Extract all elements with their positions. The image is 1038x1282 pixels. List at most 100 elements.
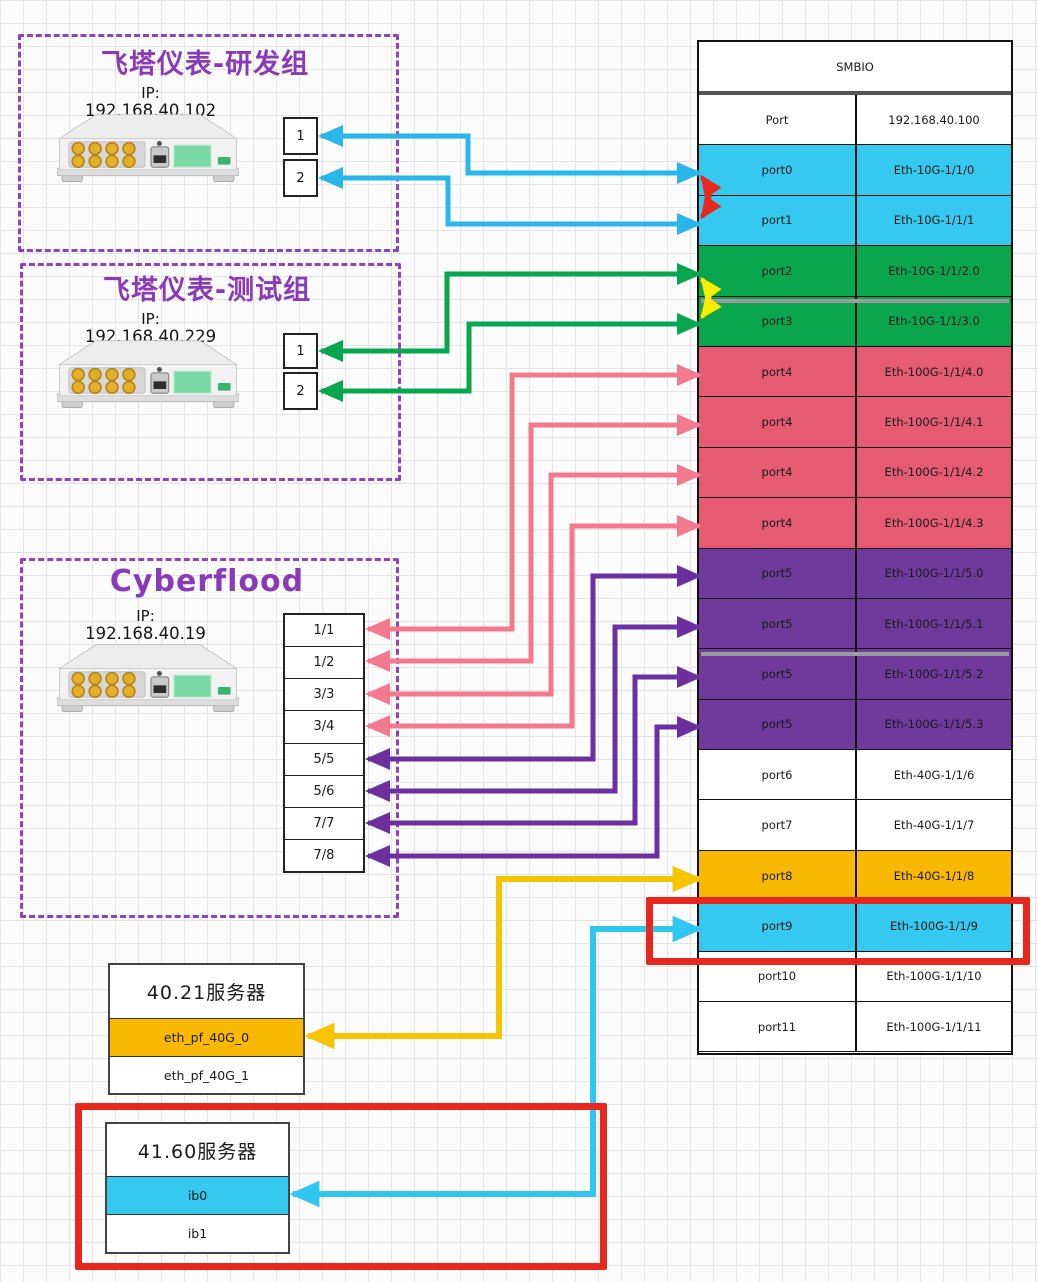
iface-cell: Eth-100G-1/1/5.1 [855,598,1011,649]
port-box-cf-3-3: 3/3 [285,678,363,710]
appliance-device-icon [57,643,239,713]
port-box-test-2: 2 [283,372,318,410]
table-row-port3: port3 Eth-10G-1/1/3.0 [699,296,1011,347]
port-cell: port6 [761,767,793,782]
port-column-header: Port [765,112,789,127]
table-row-port4-3: port4 Eth-100G-1/1/4.3 [699,498,1011,549]
port-cell: port4 [761,415,793,430]
server-iface-eth-pf-40g-1: eth_pf_40G_1 [110,1057,303,1093]
port-box-rd-1: 1 [283,117,318,155]
group-title-feita-rd: 飞塔仪表-研发组 [100,49,310,80]
table-row-port4-2: port4 Eth-100G-1/1/4.2 [699,447,1011,499]
iface-cell: Eth-100G-1/1/4.3 [855,498,1011,548]
port-box-cf-5-5: 5/5 [285,742,363,775]
port-box-cf-7-7: 7/7 [285,806,363,839]
table-row-port5-1: port5 Eth-100G-1/1/5.1 [699,598,1011,650]
iface-cell: Eth-100G-1/1/9 [855,901,1011,951]
server-iface-ib0: ib0 [107,1177,288,1215]
port-box-rd-2: 2 [283,159,318,197]
server-iface-ib1: ib1 [107,1215,288,1252]
link-cf-7-8-port5-3 [365,715,702,868]
iface-cell: Eth-100G-1/1/5.2 [855,649,1011,699]
port-cell: port5 [761,717,793,732]
iface-cell: Eth-40G-1/1/7 [855,800,1011,850]
port-cell: port4 [761,465,793,480]
link-cf-3-3-port4-2 [365,463,702,706]
table-row-port1: port1 Eth-10G-1/1/1 [699,195,1011,247]
port-cell: port11 [757,1019,797,1034]
table-row-port8: port8 Eth-40G-1/1/8 [699,850,1011,902]
table-row-port7: port7 Eth-40G-1/1/7 [699,800,1011,851]
group-title-feita-test: 飞塔仪表-测试组 [102,275,312,306]
table-row-port10: port10 Eth-100G-1/1/10 [699,951,1011,1003]
port-cell: port2 [761,263,793,278]
smbio-port-table: SMBIO Port 192.168.40.100 port0 Eth-10G-… [697,40,1013,1055]
port-box-cf-5-6: 5/6 [285,774,363,807]
iface-cell: Eth-100G-1/1/10 [855,951,1011,1002]
table-header-row: Port 192.168.40.100 [699,95,1011,146]
link-cf-1-1-port4-0 [365,363,702,641]
port-cell: port4 [761,364,793,379]
port-box-cf-1-2: 1/2 [285,646,363,678]
table-row-port11: port11 Eth-100G-1/1/11 [699,1002,1011,1053]
group-title-cyberflood: Cyberflood [109,564,305,599]
iface-cell: Eth-100G-1/1/4.1 [855,397,1011,447]
port-cell: port9 [761,918,793,933]
port-box-cf-3-4: 3/4 [285,710,363,742]
table-row-port6: port6 Eth-40G-1/1/6 [699,750,1011,801]
group-ip-label: IP: [136,607,155,625]
iface-cell: Eth-10G-1/1/1 [855,195,1011,246]
port-cell: port0 [761,163,793,178]
iface-cell: Eth-100G-1/1/4.2 [855,447,1011,498]
port-cell: port5 [761,566,793,581]
link-cf-3-4-port4-3 [365,514,702,738]
link-cf-5-6-port5-1 [365,615,702,803]
table-row-port5-2: port5 Eth-100G-1/1/5.2 [699,649,1011,700]
port-cell: port3 [761,314,793,329]
link-ib0-port9 [289,915,703,1208]
iface-cell: Eth-40G-1/1/6 [855,750,1011,800]
table-row-port4-0: port4 Eth-100G-1/1/4.0 [699,346,1011,398]
iface-cell: Eth-100G-1/1/11 [855,1002,1011,1052]
cyberflood-port-stack: 1/1 1/2 3/3 3/4 5/5 5/6 7/7 7/8 [283,613,365,873]
iface-cell: Eth-100G-1/1/4.0 [855,346,1011,397]
server-41-60: 41.60服务器 ib0 ib1 [105,1122,290,1254]
iface-cell: Eth-100G-1/1/5.3 [855,699,1011,750]
server-iface-eth-pf-40g-0: eth_pf_40G_0 [110,1019,303,1057]
group-ip-address: 192.168.40.19 [85,624,206,643]
port-cell: port5 [761,616,793,631]
stitch-line [701,299,1009,303]
link-cf-1-2-port4-1 [365,413,702,673]
server-40-21: 40.21服务器 eth_pf_40G_0 eth_pf_40G_1 [108,963,305,1095]
link-cf-5-5-port5-0 [365,564,702,771]
port-box-cf-7-8: 7/8 [285,838,363,871]
port-cell: port10 [757,969,797,984]
table-row-port2: port2 Eth-10G-1/1/2.0 [699,246,1011,297]
table-row-port0: port0 Eth-10G-1/1/0 [699,145,1011,196]
iface-cell: Eth-100G-1/1/5.0 [855,548,1011,598]
port-box-cf-1-1: 1/1 [313,623,335,639]
table-title: SMBIO [699,42,1011,95]
group-ip-label: IP: [141,310,160,328]
port-cell: port4 [761,515,793,530]
stitch-line [701,652,1009,656]
port-cell: port7 [761,818,793,833]
table-row-port4-1: port4 Eth-100G-1/1/4.1 [699,397,1011,448]
iface-cell: Eth-40G-1/1/8 [855,850,1011,901]
iface-cell: Eth-10G-1/1/0 [855,145,1011,195]
port-cell: port8 [761,868,793,883]
appliance-device-icon [57,113,239,183]
server-title: 41.60服务器 [107,1124,288,1177]
iface-cell: Eth-10G-1/1/3.0 [855,296,1011,346]
port-cell: port1 [761,213,793,228]
server-title: 40.21服务器 [110,965,303,1019]
port-cell: port5 [761,666,793,681]
link-cf-7-7-port5-2 [365,665,702,835]
port-box-test-1: 1 [283,333,318,369]
iface-cell: Eth-10G-1/1/2.0 [855,246,1011,296]
table-row-port5-3: port5 Eth-100G-1/1/5.3 [699,699,1011,751]
group-ip-label: IP: [141,84,160,102]
appliance-device-icon [57,339,239,409]
switch-ip-header: 192.168.40.100 [855,95,1011,145]
